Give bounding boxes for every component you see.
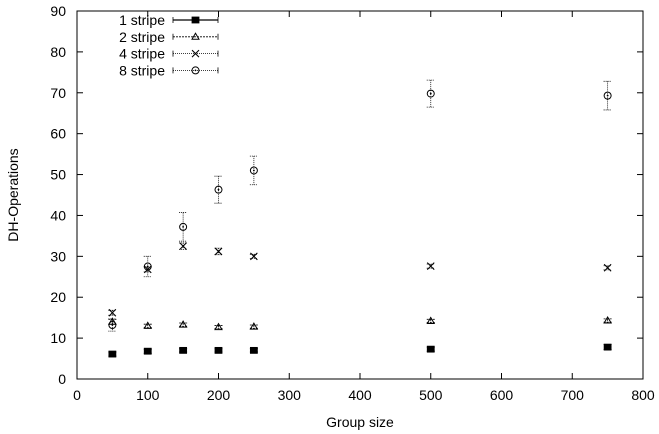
y-tick-label: 0 xyxy=(58,371,66,387)
legend-label: 4 stripe xyxy=(119,46,165,62)
x-tick-label: 300 xyxy=(278,387,302,403)
x-tick-label: 700 xyxy=(561,387,585,403)
data-point xyxy=(178,320,188,328)
data-point xyxy=(214,322,223,331)
x-tick-label: 800 xyxy=(631,387,655,403)
data-point xyxy=(179,346,188,354)
data-point xyxy=(143,265,152,274)
y-axis-label: DH-Operations xyxy=(5,148,21,241)
data-point xyxy=(603,263,612,272)
legend-label: 2 stripe xyxy=(119,29,165,45)
series-1 xyxy=(108,343,612,358)
x-tick-label: 100 xyxy=(136,387,160,403)
y-tick-label: 40 xyxy=(50,207,66,223)
data-point xyxy=(249,166,258,175)
data-point xyxy=(426,316,436,324)
data-point xyxy=(108,308,117,317)
legend-label: 1 stripe xyxy=(119,12,165,28)
data-point xyxy=(108,350,117,358)
data-point xyxy=(426,89,435,98)
data-point xyxy=(179,222,188,231)
tick-marks: 0 100 200 300 400 500 600 700 800 0 10 20 30 40 50 60 70… xyxy=(50,3,654,403)
data-point xyxy=(179,242,188,251)
y-tick-label: 10 xyxy=(50,330,66,346)
x-tick-label: 600 xyxy=(490,387,514,403)
data-point xyxy=(426,345,435,353)
x-tick-label: 500 xyxy=(419,387,443,403)
data-point xyxy=(603,316,612,324)
x-tick-label: 0 xyxy=(73,387,81,403)
y-tick-label: 90 xyxy=(50,3,66,19)
series-2 xyxy=(108,316,612,331)
data-point xyxy=(603,343,612,351)
data-point xyxy=(249,346,258,354)
data-point xyxy=(143,262,152,271)
error-bar xyxy=(214,175,223,204)
legend-marker xyxy=(191,32,200,40)
y-tick-label: 80 xyxy=(50,44,66,60)
y-tick-label: 50 xyxy=(50,167,66,183)
y-tick-label: 60 xyxy=(50,126,66,142)
y-tick-label: 30 xyxy=(50,248,66,264)
error-bar xyxy=(426,79,435,108)
data-point xyxy=(108,321,117,330)
legend-marker xyxy=(191,16,200,24)
y-tick-label: 20 xyxy=(50,289,66,305)
data-point xyxy=(214,247,223,256)
data-point xyxy=(214,185,223,194)
y-tick-label: 70 xyxy=(50,85,66,101)
data-point xyxy=(249,252,258,261)
data-point xyxy=(143,347,152,355)
legend-item: 2 stripe xyxy=(119,29,219,45)
x-axis-label: Group size xyxy=(326,414,394,430)
x-tick-label: 200 xyxy=(207,387,231,403)
series-3 xyxy=(108,242,612,317)
data-point xyxy=(214,346,223,354)
x-tick-label: 400 xyxy=(348,387,372,403)
data-point xyxy=(143,321,153,329)
legend-item: 8 stripe xyxy=(119,62,219,78)
series-4 xyxy=(108,79,612,332)
legend-label: 8 stripe xyxy=(119,62,165,78)
data-point xyxy=(603,91,612,100)
data-series xyxy=(108,79,612,358)
data-point xyxy=(249,322,259,330)
legend-marker xyxy=(191,66,200,75)
legend-item: 1 stripe xyxy=(119,12,219,28)
legend-marker xyxy=(191,49,200,58)
legend-item: 4 stripe xyxy=(119,46,219,62)
data-point xyxy=(426,262,435,271)
